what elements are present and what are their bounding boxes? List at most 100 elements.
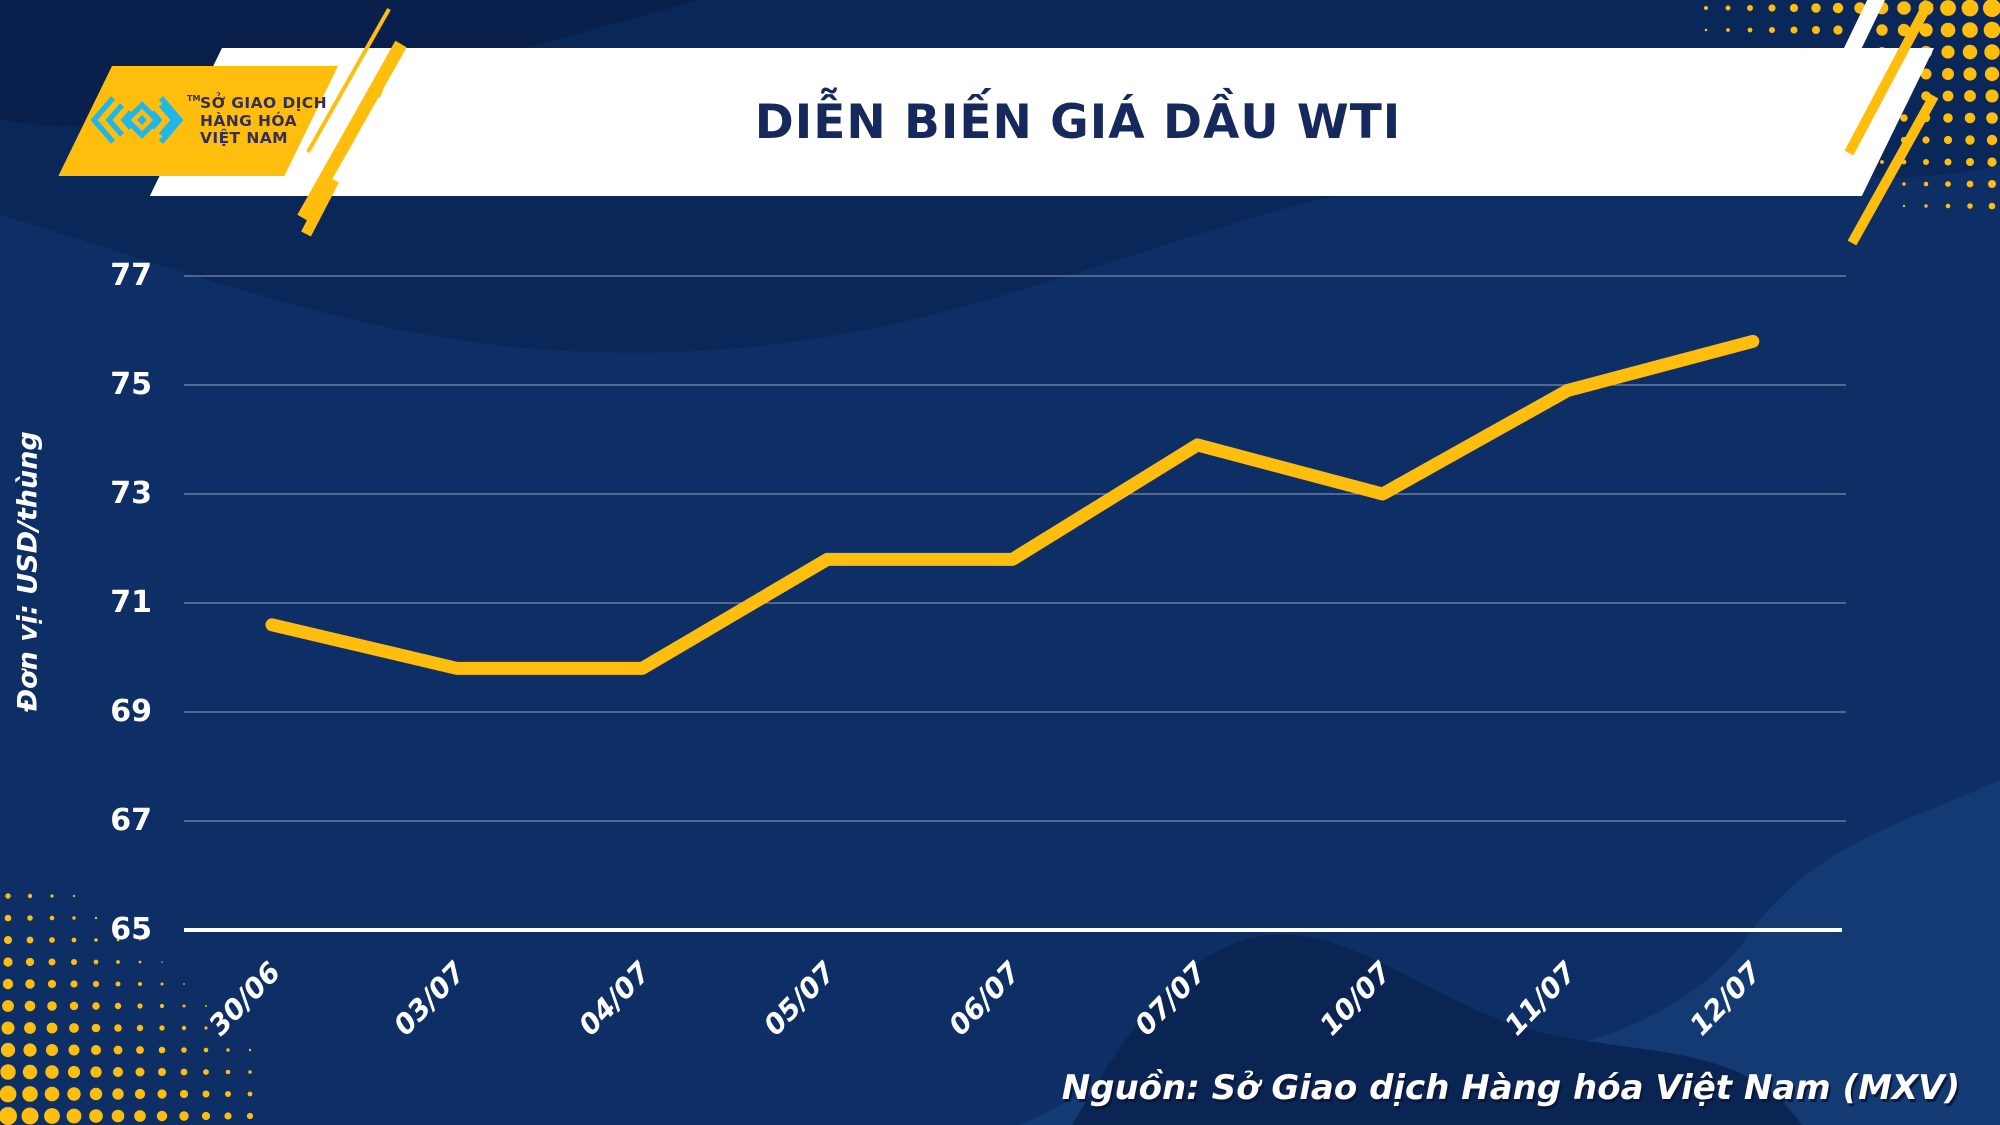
- halftone-dot-bottom-left: [72, 916, 76, 920]
- yellow-slash-decoration: [1844, 0, 1934, 156]
- halftone-dot-top-right: [1942, 68, 1954, 80]
- halftone-dot-bottom-left: [225, 1069, 231, 1075]
- halftone-dot-top-right: [1962, 44, 1978, 60]
- halftone-dot-bottom-left: [0, 1107, 17, 1125]
- halftone-dot-bottom-left: [93, 959, 99, 965]
- halftone-dot-bottom-left: [179, 1089, 189, 1099]
- halftone-dot-bottom-left: [49, 915, 55, 921]
- halftone-dot-bottom-left: [69, 1001, 79, 1011]
- halftone-dot-bottom-left: [113, 1067, 123, 1077]
- mxv-brand-icon: [90, 96, 184, 144]
- halftone-dot-top-right: [1945, 203, 1951, 209]
- halftone-dot-bottom-left: [71, 937, 77, 943]
- y-tick-label-67: 67: [110, 803, 152, 838]
- halftone-dot-bottom-left: [205, 1005, 207, 1007]
- halftone-dot-bottom-left: [70, 980, 78, 988]
- halftone-dot-bottom-left: [158, 1068, 166, 1076]
- halftone-dot-bottom-left: [24, 1022, 36, 1034]
- halftone-dot-top-right: [1984, 44, 2000, 60]
- halftone-dot-top-right: [1987, 157, 1997, 167]
- halftone-dot-top-right: [1942, 90, 1954, 102]
- halftone-dot-top-right: [1944, 158, 1952, 166]
- halftone-dot-bottom-left: [156, 1110, 168, 1122]
- halftone-dot-top-right: [1988, 202, 1996, 210]
- halftone-dot-bottom-left: [44, 1086, 60, 1102]
- halftone-dot-bottom-left: [25, 957, 35, 967]
- halftone-dot-bottom-left: [247, 1091, 253, 1097]
- halftone-dot-top-right: [1876, 24, 1888, 36]
- halftone-dot-bottom-left: [202, 1090, 210, 1098]
- halftone-dot-top-right: [1833, 25, 1843, 35]
- halftone-dot-bottom-left: [24, 1000, 36, 1012]
- halftone-dot-bottom-left: [67, 1065, 81, 1079]
- halftone-dot-bottom-left: [72, 894, 76, 898]
- halftone-dot-bottom-left: [137, 1003, 143, 1009]
- halftone-dot-top-right: [1965, 135, 1975, 145]
- halftone-dot-bottom-left: [2, 1000, 14, 1012]
- y-tick-label-69: 69: [110, 694, 152, 729]
- chart-title-wrap: DIỄN BIẾN GIÁ DẦU WTI: [222, 48, 1934, 196]
- halftone-dot-top-right: [1966, 180, 1974, 188]
- halftone-dot-bottom-left: [68, 1044, 80, 1056]
- halftone-dot-top-right: [1832, 2, 1844, 14]
- y-tick-label-77: 77: [110, 258, 152, 293]
- halftone-dot-bottom-left: [136, 1046, 144, 1054]
- halftone-dot-bottom-left: [92, 1002, 100, 1010]
- halftone-dot-top-right: [1920, 68, 1932, 80]
- halftone-dot-bottom-left: [26, 936, 34, 944]
- halftone-dot-bottom-left: [138, 982, 142, 986]
- halftone-dot-bottom-left: [71, 959, 77, 965]
- halftone-dot-bottom-left: [226, 1048, 230, 1052]
- halftone-dot-bottom-left: [47, 1001, 57, 1011]
- logo-org-line: SỞ GIAO DỊCH: [200, 94, 327, 112]
- halftone-dot-bottom-left: [46, 1022, 58, 1034]
- halftone-dot-top-right: [1963, 67, 1977, 81]
- halftone-dot-bottom-left: [139, 939, 141, 941]
- halftone-dot-top-right: [1967, 203, 1973, 209]
- white-slash-decoration: [1842, 0, 1885, 58]
- halftone-dot-top-right: [1984, 66, 2000, 82]
- halftone-dot-bottom-left: [157, 1089, 167, 1099]
- halftone-dot-top-right: [1985, 89, 1999, 103]
- halftone-dot-bottom-left: [161, 961, 163, 963]
- halftone-dot-bottom-left: [90, 1066, 102, 1078]
- halftone-dot-top-right: [1964, 112, 1976, 124]
- trademark-mark: TM: [187, 94, 201, 103]
- halftone-dot-bottom-left: [181, 1025, 187, 1031]
- halftone-dot-bottom-left: [46, 1044, 58, 1056]
- wave-bottom-dark: [1072, 934, 1802, 1125]
- halftone-dot-bottom-left: [2, 978, 14, 990]
- halftone-dot-bottom-left: [48, 958, 56, 966]
- halftone-dot-bottom-left: [134, 1110, 146, 1122]
- logo-org-name: SỞ GIAO DỊCH HÀNG HÓA VIỆT NAM: [200, 94, 327, 148]
- halftone-dot-bottom-left: [226, 1026, 230, 1030]
- halftone-dot-bottom-left: [248, 1048, 252, 1052]
- halftone-dot-top-right: [1940, 0, 1956, 16]
- halftone-dot-top-right: [1962, 22, 1978, 38]
- yellow-slash-decoration: [301, 177, 339, 237]
- yellow-slash-decoration: [297, 40, 407, 222]
- halftone-dot-bottom-left: [204, 1026, 208, 1030]
- logo-org-line: VIỆT NAM: [200, 129, 288, 147]
- halftone-dot-bottom-left: [0, 1064, 16, 1080]
- halftone-dot-top-right: [1900, 114, 1908, 122]
- halftone-dot-bottom-left: [183, 983, 185, 985]
- halftone-dot-top-right: [1943, 135, 1953, 145]
- halftone-dot-bottom-left: [158, 1046, 166, 1054]
- halftone-dot-bottom-left: [114, 1002, 122, 1010]
- halftone-dot-bottom-left: [44, 1108, 60, 1124]
- y-tick-label-65: 65: [110, 912, 152, 947]
- halftone-dot-top-right: [1961, 0, 1979, 17]
- halftone-dot-top-right: [1902, 182, 1906, 186]
- halftone-dot-top-right: [1924, 204, 1928, 208]
- halftone-dot-bottom-left: [0, 1042, 16, 1058]
- halftone-dot-bottom-left: [47, 979, 57, 989]
- halftone-dot-top-right: [1790, 26, 1798, 34]
- halftone-dot-bottom-left: [112, 1088, 124, 1100]
- halftone-dot-bottom-left: [69, 1023, 79, 1033]
- halftone-dot-bottom-left: [159, 1025, 165, 1031]
- halftone-dot-bottom-left: [89, 1109, 103, 1123]
